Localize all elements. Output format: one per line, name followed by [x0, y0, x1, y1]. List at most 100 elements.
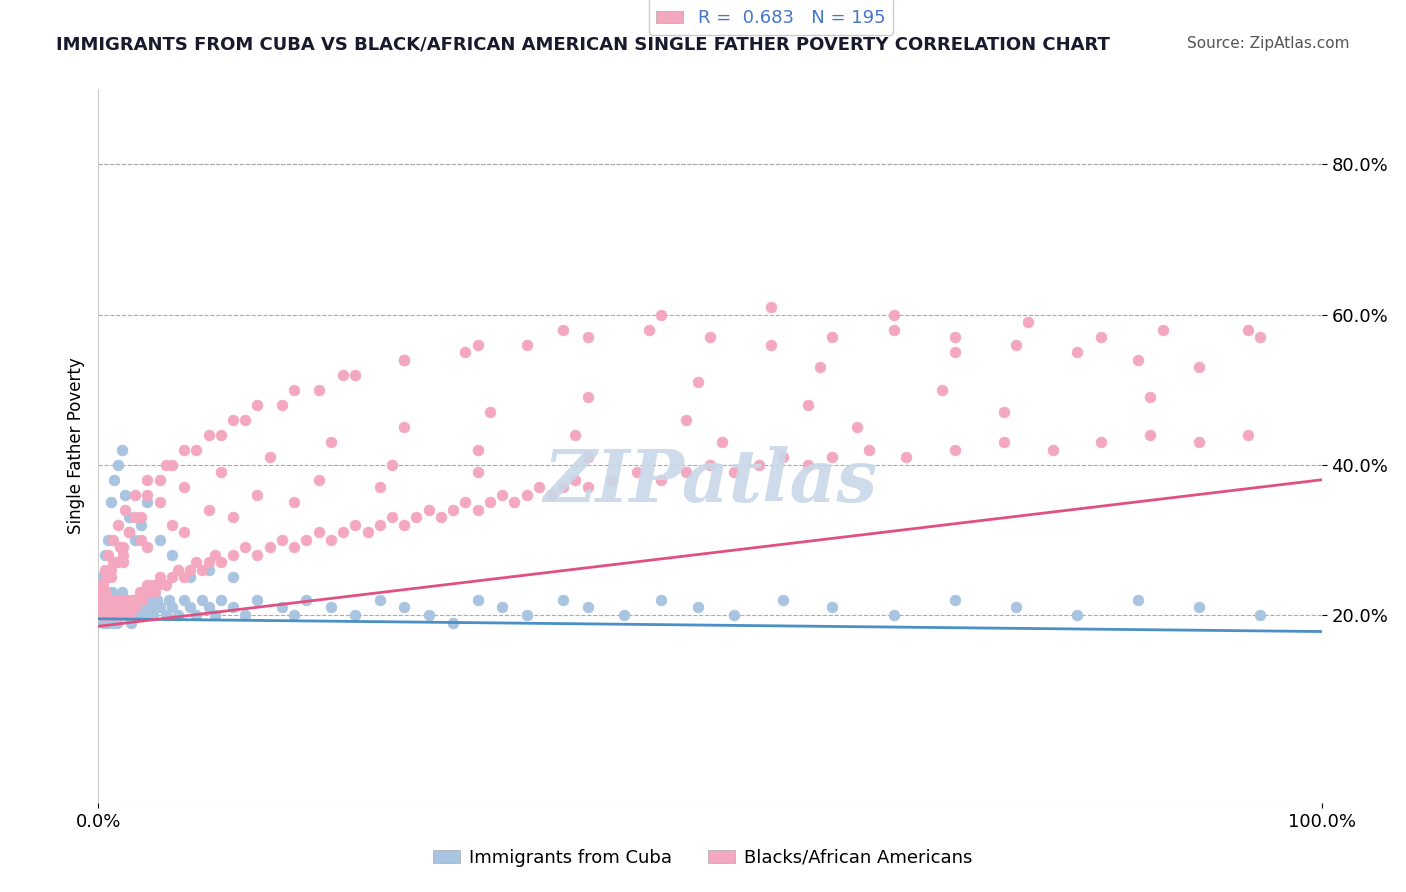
Point [515, 607, 537, 622]
Point [94, 607, 117, 622]
Point [186, 442, 208, 457]
Point [136, 578, 159, 592]
Point [100, 495, 122, 509]
Point [129, 517, 152, 532]
Point [179, 570, 201, 584]
Point [1139, 390, 1161, 404]
Point [405, 510, 427, 524]
Point [107, 607, 129, 622]
Point [141, 578, 163, 592]
Point [1152, 322, 1174, 336]
Point [136, 473, 159, 487]
Point [283, 495, 305, 509]
Point [179, 563, 201, 577]
Point [97, 600, 120, 615]
Point [167, 563, 190, 577]
Legend: R = -0.037   N = 102, R =  0.683   N = 195: R = -0.037 N = 102, R = 0.683 N = 195 [650, 0, 893, 35]
Point [761, 300, 783, 314]
Point [808, 360, 831, 375]
Point [858, 442, 880, 457]
Point [101, 615, 124, 630]
Point [101, 607, 124, 622]
Point [117, 600, 139, 615]
Point [845, 420, 868, 434]
Point [160, 458, 183, 472]
Point [246, 488, 269, 502]
Point [155, 607, 177, 622]
Point [222, 570, 245, 584]
Point [97, 548, 120, 562]
Point [115, 593, 138, 607]
Point [699, 330, 721, 344]
Point [478, 405, 501, 419]
Point [246, 593, 269, 607]
Point [883, 607, 905, 622]
Point [173, 593, 195, 607]
Point [111, 593, 134, 607]
Point [111, 442, 134, 457]
Point [1237, 427, 1260, 442]
Point [332, 368, 354, 382]
Point [626, 465, 648, 479]
Point [96, 615, 118, 630]
Point [186, 556, 208, 570]
Point [139, 585, 162, 599]
Point [155, 578, 177, 592]
Point [124, 600, 146, 615]
Point [101, 593, 124, 607]
Point [723, 607, 745, 622]
Point [160, 517, 183, 532]
Point [270, 398, 294, 412]
Point [167, 607, 190, 622]
Point [191, 593, 214, 607]
Point [108, 593, 131, 607]
Point [94, 593, 117, 607]
Point [155, 458, 177, 472]
Point [576, 600, 599, 615]
Point [191, 563, 214, 577]
Point [368, 517, 391, 532]
Point [91, 615, 114, 630]
Point [124, 510, 146, 524]
Point [100, 593, 122, 607]
Point [441, 615, 464, 630]
Point [89, 593, 111, 607]
Point [111, 585, 134, 599]
Point [149, 473, 172, 487]
Point [121, 593, 143, 607]
Point [114, 607, 136, 622]
Point [1004, 600, 1026, 615]
Point [91, 578, 114, 592]
Point [139, 600, 162, 615]
Point [101, 607, 124, 622]
Point [259, 541, 281, 555]
Point [111, 548, 134, 562]
Point [91, 607, 114, 622]
Point [295, 593, 318, 607]
Point [723, 465, 745, 479]
Point [319, 435, 342, 450]
Point [121, 593, 143, 607]
Point [270, 600, 294, 615]
Point [381, 458, 404, 472]
Point [160, 570, 183, 584]
Point [515, 488, 537, 502]
Point [103, 593, 125, 607]
Point [1066, 345, 1088, 359]
Point [392, 420, 416, 434]
Point [283, 383, 305, 397]
Point [107, 593, 129, 607]
Point [197, 556, 219, 570]
Point [564, 427, 586, 442]
Point [222, 548, 245, 562]
Point [108, 600, 131, 615]
Point [197, 427, 219, 442]
Point [576, 480, 599, 494]
Point [110, 607, 132, 622]
Point [136, 541, 159, 555]
Point [797, 458, 820, 472]
Point [233, 541, 256, 555]
Point [295, 533, 318, 547]
Point [821, 450, 844, 465]
Point [94, 607, 117, 622]
